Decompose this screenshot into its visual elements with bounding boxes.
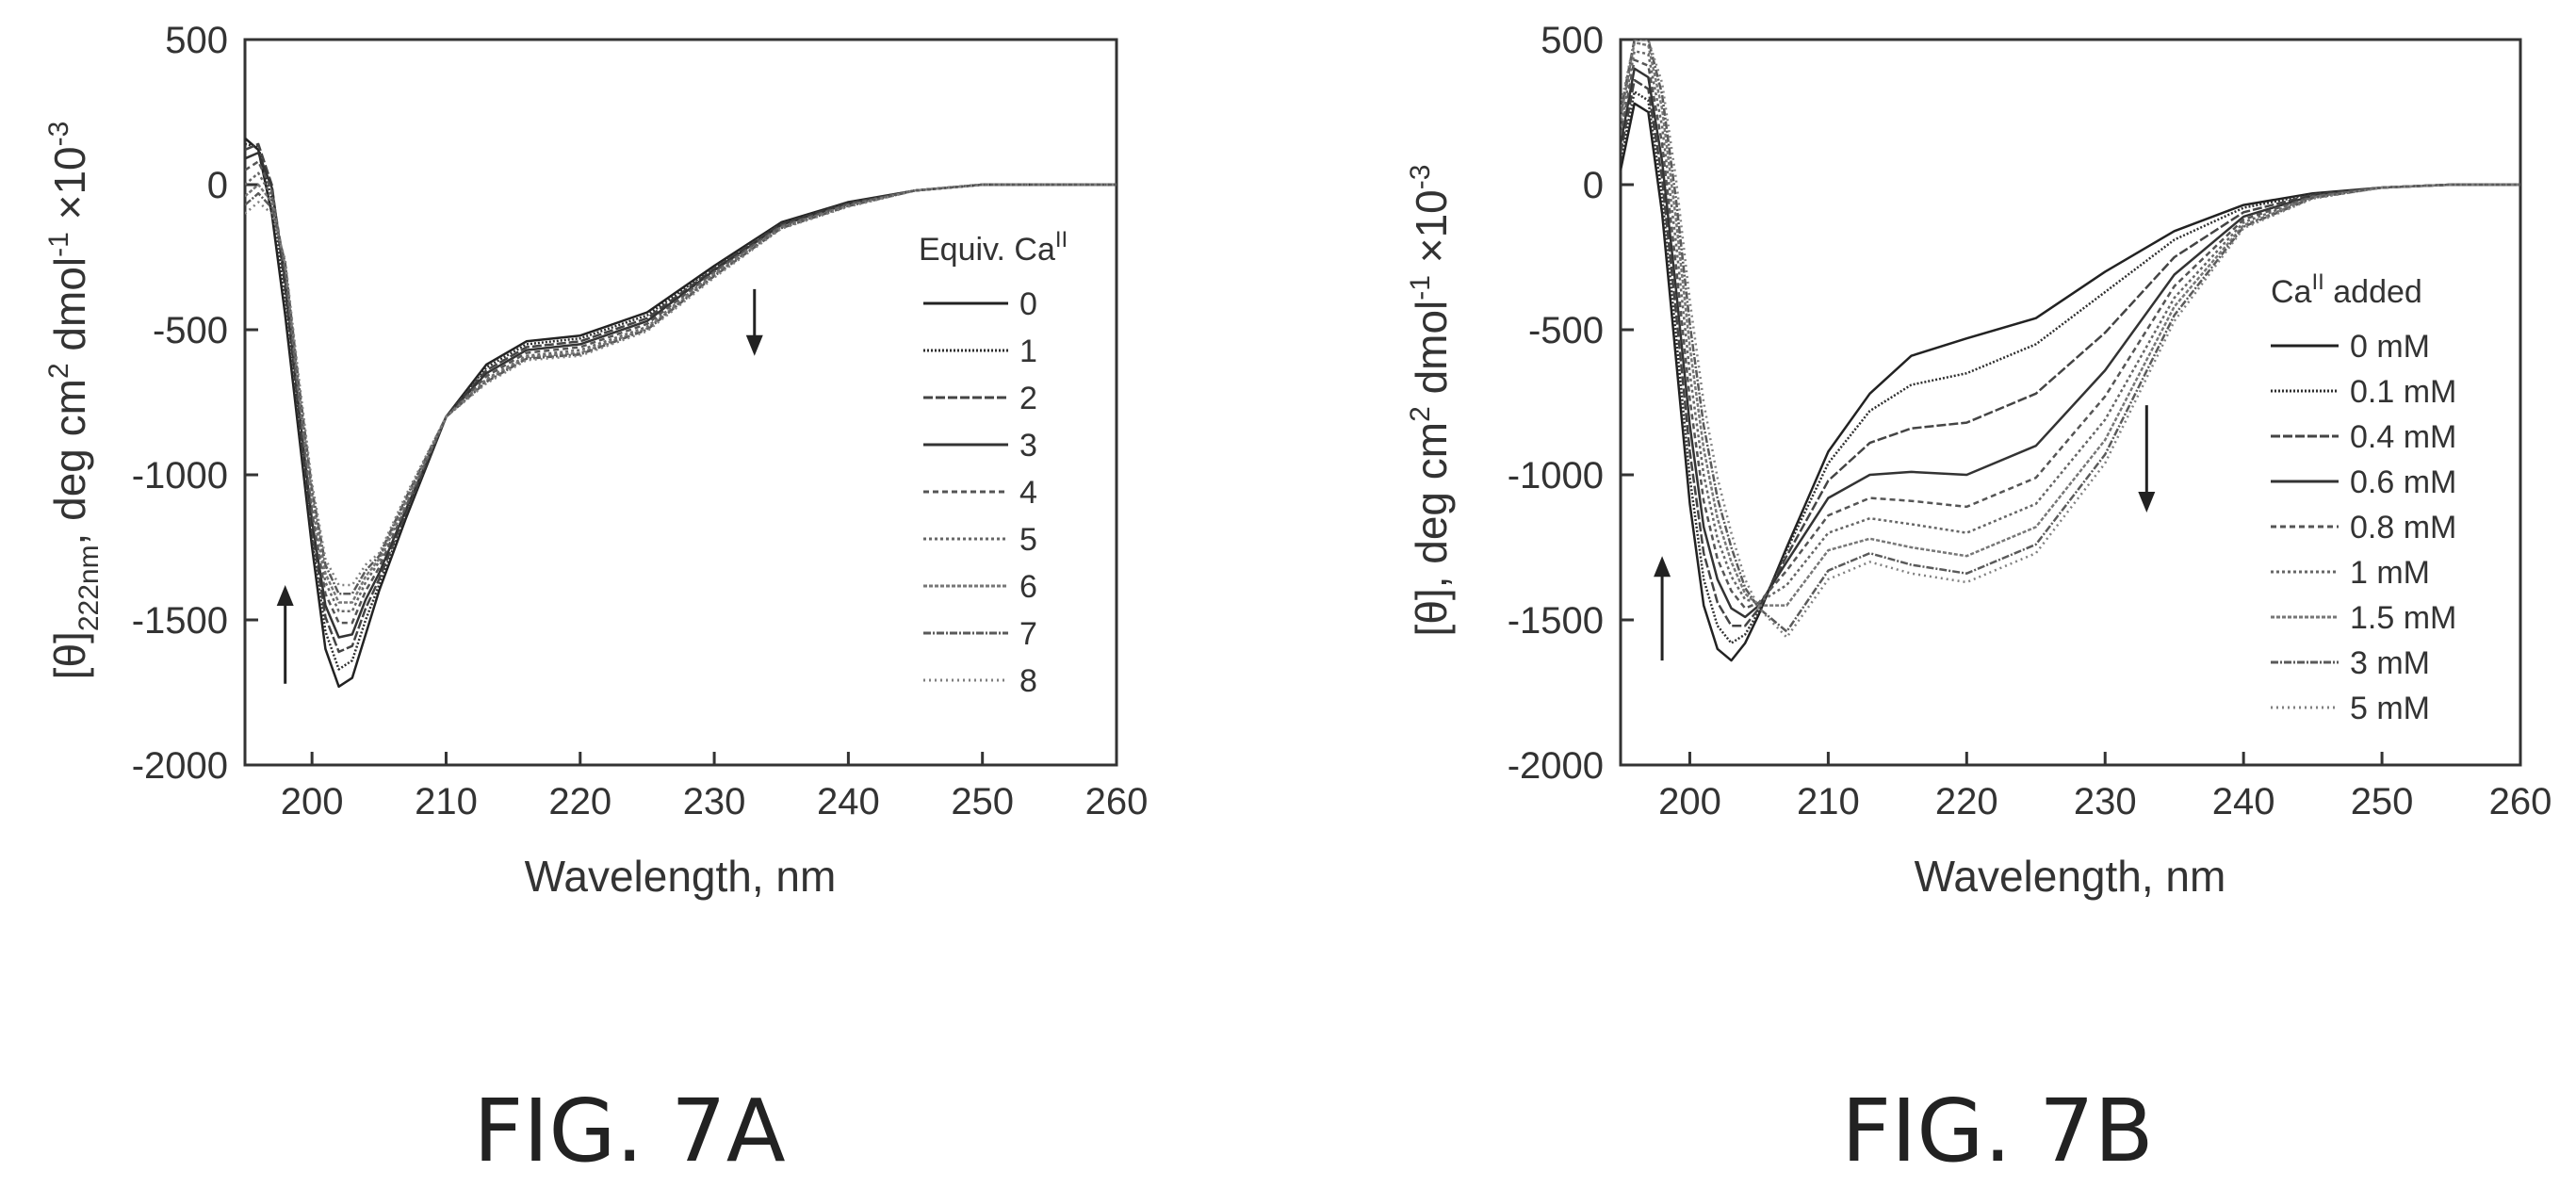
y-axis-title-7a: [θ]222nm, deg cm2 dmol-1 ×10-3	[43, 122, 105, 680]
series-line-7a-1	[245, 142, 1117, 671]
x-tick-label-7b: 240	[2212, 781, 2275, 822]
trend-arrow-7a-down	[745, 288, 763, 356]
x-axis-ticks-7a: 200 210 220 230 240 250 260	[281, 752, 1149, 822]
series-line-7a-4	[245, 160, 1117, 625]
x-tick-label-7b: 220	[1935, 781, 1998, 822]
trend-arrow-7a-up	[276, 585, 294, 684]
legend-label-7b-8: 5 mM	[2350, 691, 2430, 726]
legend-label-7b-3: 0.6 mM	[2350, 464, 2456, 500]
y-axis-title-7b: [θ], deg cm2 dmol-1 ×10-3	[1405, 165, 1456, 637]
legend-label-7a-8: 8	[1019, 663, 1037, 699]
legend-7a: Equiv. CaII 0 1 2 3 4 5 6 7 8	[919, 227, 1068, 699]
x-tick-label-7b: 230	[2074, 781, 2137, 822]
legend-label-7a-1: 1	[1019, 334, 1037, 369]
y-axis-ticks-7b: 500 0 -500 -1000 -1500 -2000	[1508, 20, 1634, 787]
chart-panel-7a: 200 210 220 230 240 250 260 5000-500-1000-1500…	[43, 20, 1148, 1181]
legend-title-7a: Equiv. CaII	[919, 227, 1068, 268]
x-tick-label-7b: 250	[2351, 781, 2414, 822]
series-line-7b-0	[1621, 102, 2520, 662]
trend-arrow-7b-down	[2138, 405, 2156, 513]
trend-arrow-7b-up	[1654, 556, 1671, 661]
x-tick-label-7a: 250	[951, 781, 1014, 822]
y-tick-label-7a: -1000	[132, 455, 228, 496]
x-tick-label-7a: 260	[1085, 781, 1149, 822]
series-lines-7a	[245, 137, 1117, 689]
x-axis-title-7a: Wavelength, nm	[525, 852, 837, 901]
x-tick-label-7b: 210	[1797, 781, 1860, 822]
legend-label-7b-5: 1 mM	[2350, 555, 2430, 591]
x-tick-label-7a: 210	[415, 781, 478, 822]
x-tick-label-7b: 200	[1658, 781, 1721, 822]
series-lines-7b	[1621, 40, 2520, 662]
series-line-7b-5	[1621, 50, 2520, 604]
x-tick-label-7a: 230	[683, 781, 746, 822]
series-line-7a-8	[245, 183, 1117, 587]
legend-label-7a-5: 5	[1019, 522, 1037, 558]
y-tick-label-7a: -1500	[132, 600, 228, 642]
y-tick-label-7b: -1000	[1508, 455, 1604, 496]
legend-7b: CaII added 0 mM 0.1 mM 0.4 mM 0.6 mM 0.8 mM 1 …	[2271, 269, 2456, 726]
y-tick-label-7a: -2000	[132, 745, 228, 787]
legend-label-7a-3: 3	[1019, 428, 1037, 464]
legend-title-7b: CaII added	[2271, 269, 2422, 310]
x-tick-label-7b: 260	[2489, 781, 2552, 822]
series-line-7b-7	[1621, 40, 2520, 633]
figure-label-7a: FIG. 7A	[473, 1081, 785, 1181]
x-axis-ticks-7b: 200 210 220 230 240 250 260	[1658, 752, 2552, 822]
chart-panel-7b: 200 210 220 230 240 250 260 500 0 -500 -1000 -1500…	[1405, 20, 2552, 1181]
legend-label-7a-7: 7	[1019, 616, 1037, 652]
legend-label-7a-0: 0	[1019, 286, 1037, 322]
trend-arrows-7b	[1654, 405, 2156, 661]
y-tick-label-7b: -1500	[1508, 600, 1604, 642]
legend-label-7a-2: 2	[1019, 381, 1037, 416]
legend-label-7b-1: 0.1 mM	[2350, 374, 2456, 410]
x-axis-title-7b: Wavelength, nm	[1915, 852, 2226, 901]
series-line-7b-2	[1621, 78, 2520, 627]
legend-label-7b-0: 0 mM	[2350, 329, 2430, 365]
series-line-7b-6	[1621, 41, 2520, 607]
y-tick-label-7b: -2000	[1508, 745, 1604, 787]
legend-label-7a-4: 4	[1019, 475, 1037, 511]
x-tick-label-7a: 240	[817, 781, 880, 822]
figure-label-7b: FIG. 7B	[1841, 1081, 2153, 1181]
y-tick-label-7a: -500	[153, 310, 228, 351]
y-tick-label-7b: 500	[1541, 20, 1604, 61]
legend-label-7b-7: 3 mM	[2350, 645, 2430, 681]
legend-label-7a-6: 6	[1019, 569, 1037, 605]
series-line-7b-3	[1621, 67, 2520, 619]
y-tick-label-7b: -500	[1528, 310, 1604, 351]
series-line-7a-0	[245, 137, 1117, 689]
legend-label-7b-6: 1.5 mM	[2350, 600, 2456, 636]
x-tick-label-7a: 200	[281, 781, 344, 822]
plot-frame-7b	[1619, 38, 2522, 767]
legend-label-7b-2: 0.4 mM	[2350, 419, 2456, 455]
plot-frame-7a	[243, 38, 1118, 767]
y-axis-ticks-7a: 500 0 -500 -1000 -1500 -2000	[132, 20, 258, 787]
x-tick-label-7a: 220	[548, 781, 611, 822]
y-tick-label-7a: 500	[165, 20, 228, 61]
trend-arrows-7a	[276, 288, 763, 684]
series-line-7b-4	[1621, 58, 2520, 610]
legend-label-7b-4: 0.8 mM	[2350, 510, 2456, 545]
y-tick-label-7a: 0	[207, 165, 228, 206]
y-tick-label-7b: 0	[1583, 165, 1604, 206]
